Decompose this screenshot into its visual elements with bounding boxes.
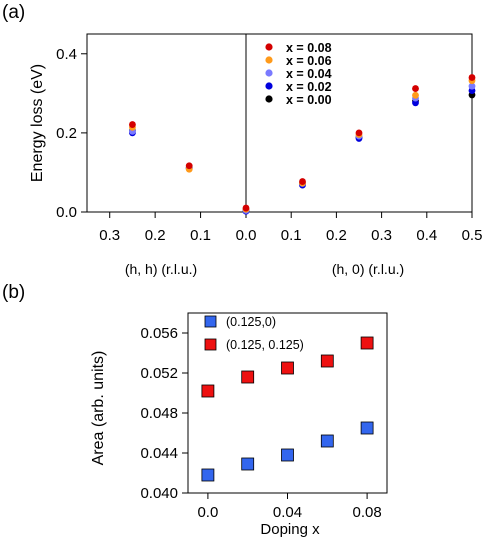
panel-a-legend-label: x = 0.00 bbox=[286, 93, 332, 107]
panel-a-data-point bbox=[355, 129, 363, 137]
panel-a-x-tick-label: 0.2 bbox=[145, 227, 166, 244]
panel-b-y-tick-label: 0.048 bbox=[140, 405, 178, 422]
panel-b-legend-label: (0.125, 0.125) bbox=[226, 338, 304, 352]
panel-a-legend: x = 0.08x = 0.06x = 0.04x = 0.02x = 0.00 bbox=[265, 41, 332, 107]
panel-b-x-tick-label: 0.04 bbox=[273, 504, 302, 521]
panel-b-y-tick-label: 0.044 bbox=[140, 445, 178, 462]
panel-a-legend-label: x = 0.08 bbox=[286, 41, 332, 55]
panel-a-legend-marker bbox=[265, 82, 273, 90]
panel-b-data-point bbox=[201, 468, 215, 482]
panel-a-x-tick-label: 0.2 bbox=[326, 227, 347, 244]
panel-b-y-tick-label: 0.056 bbox=[140, 325, 178, 342]
panel-a-x-tick-label: 0.3 bbox=[371, 227, 392, 244]
panel-b-x-tick-label: 0.08 bbox=[352, 504, 381, 521]
panel-a-legend-marker bbox=[265, 43, 273, 51]
panel-a-x-tick-label: 0.1 bbox=[281, 227, 302, 244]
panel-label-b: (b) bbox=[2, 282, 25, 303]
panel-a-y-tick-label: 0.2 bbox=[56, 125, 77, 142]
panel-b-data-point bbox=[201, 384, 215, 398]
panel-a-data-point bbox=[185, 162, 193, 170]
panel-a-legend-label: x = 0.02 bbox=[286, 80, 332, 94]
panel-a-y-tick-label: 0.0 bbox=[56, 204, 77, 221]
panel-label-a: (a) bbox=[2, 2, 25, 23]
panel-b-x-tick-label: 0.0 bbox=[197, 504, 218, 521]
panel-a-data-point bbox=[242, 204, 250, 212]
panel-b-data-point bbox=[320, 434, 334, 448]
panel-a-x-tick-label: 0.3 bbox=[99, 227, 120, 244]
panel-a-chart: 0.0 0.2 0.4 0.3 0.2 0.1 0.0 0.1 0.2 0.3 0.4 0.5 x =… bbox=[29, 33, 483, 277]
panel-b-legend: (0.125,0) (0.125, 0.125) bbox=[204, 315, 304, 352]
panel-b-data-point bbox=[281, 448, 294, 462]
panel-b-data-point bbox=[241, 370, 255, 384]
panel-a-data-point bbox=[129, 121, 136, 128]
panel-b-legend-marker bbox=[204, 315, 217, 328]
panel-a-x-label-hh: (h, h) (r.l.u.) bbox=[125, 261, 197, 277]
panel-b-data-point bbox=[360, 336, 374, 350]
panel-a-x-tick-label: 0.5 bbox=[462, 227, 483, 244]
panel-b-data-point bbox=[241, 457, 255, 471]
panel-a-legend-marker bbox=[265, 95, 273, 103]
panel-a-legend-marker bbox=[265, 56, 273, 64]
panel-a-legend-label: x = 0.04 bbox=[286, 67, 332, 81]
panel-a-data-point bbox=[468, 74, 476, 81]
panel-b-y-label: Area (arb. units) bbox=[90, 351, 107, 466]
panel-a-data-point bbox=[412, 85, 419, 92]
panel-b-data-point bbox=[281, 361, 294, 375]
panel-a-data-point bbox=[299, 178, 306, 185]
panel-a-x-label-h0: (h, 0) (r.l.u.) bbox=[332, 261, 404, 277]
panel-a-y-tick-label: 0.4 bbox=[56, 46, 77, 63]
panel-b-chart: 0.040 0.044 0.048 0.052 0.056 0.0 0.04 0.08 (0.… bbox=[90, 312, 388, 538]
panel-b-legend-marker bbox=[204, 338, 217, 351]
panel-a-frame bbox=[86, 33, 473, 213]
panel-b-legend-label: (0.125,0) bbox=[226, 315, 276, 329]
panel-a-x-tick-label: 0.0 bbox=[236, 227, 257, 244]
panel-a-x-tick-label: 0.1 bbox=[190, 227, 211, 244]
panel-b-y-tick-label: 0.052 bbox=[140, 365, 178, 382]
panel-a-y-label: Energy loss (eV) bbox=[29, 64, 46, 182]
panel-b-y-tick-label: 0.040 bbox=[140, 485, 178, 502]
panel-a-legend-marker bbox=[265, 69, 273, 77]
panel-a-data-point bbox=[412, 91, 419, 99]
panel-a-data-point bbox=[412, 99, 419, 107]
panel-b-x-label: Doping x bbox=[260, 521, 320, 538]
panel-a-legend-label: x = 0.06 bbox=[286, 54, 332, 68]
panel-a-x-tick-label: 0.4 bbox=[416, 227, 437, 244]
panel-a-data-point bbox=[468, 82, 476, 90]
panel-b-data-point bbox=[320, 354, 334, 368]
panel-b-data-point bbox=[360, 421, 374, 435]
